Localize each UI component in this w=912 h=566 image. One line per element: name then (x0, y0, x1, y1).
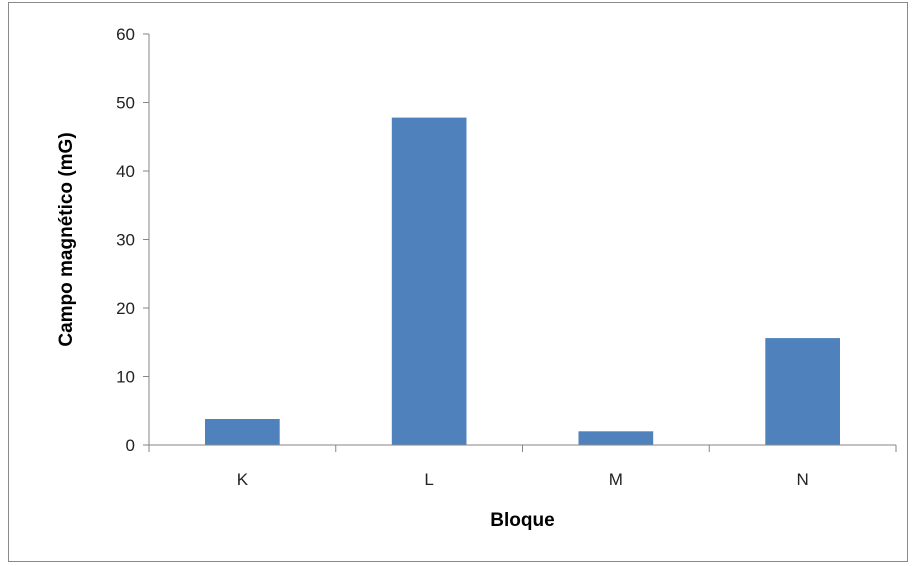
x-tick-labels: K L M N (237, 470, 809, 489)
x-tick-label-l: L (424, 470, 433, 489)
bar-n (765, 338, 840, 445)
y-tick-labels: 0 10 20 30 40 50 60 (116, 25, 135, 455)
x-tick-label-n: N (796, 470, 808, 489)
axes (143, 33, 897, 452)
bar-k (205, 419, 280, 445)
bar-m (578, 431, 654, 445)
bar-l (391, 117, 467, 445)
y-tick-label: 60 (116, 25, 135, 44)
bar-group (205, 117, 840, 445)
y-tick-label: 0 (126, 436, 135, 455)
y-tick-label: 20 (116, 299, 135, 318)
x-tick-label-k: K (237, 470, 249, 489)
y-tick-label: 10 (116, 368, 135, 387)
y-tick-label: 30 (116, 231, 135, 250)
x-axis-title: Bloque (490, 510, 554, 531)
y-tick-label: 50 (116, 94, 135, 113)
x-tick-label-m: M (609, 470, 623, 489)
y-axis-title: Campo magnético (mG) (56, 132, 77, 346)
y-tick-label: 40 (116, 162, 135, 181)
